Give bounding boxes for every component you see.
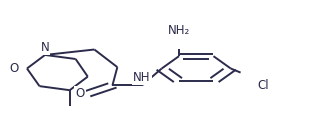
Text: O: O xyxy=(75,87,84,100)
Text: O: O xyxy=(10,62,19,75)
Text: NH: NH xyxy=(133,71,151,84)
Text: NH₂: NH₂ xyxy=(168,24,190,37)
Text: N: N xyxy=(41,41,49,54)
Text: Cl: Cl xyxy=(257,79,269,92)
